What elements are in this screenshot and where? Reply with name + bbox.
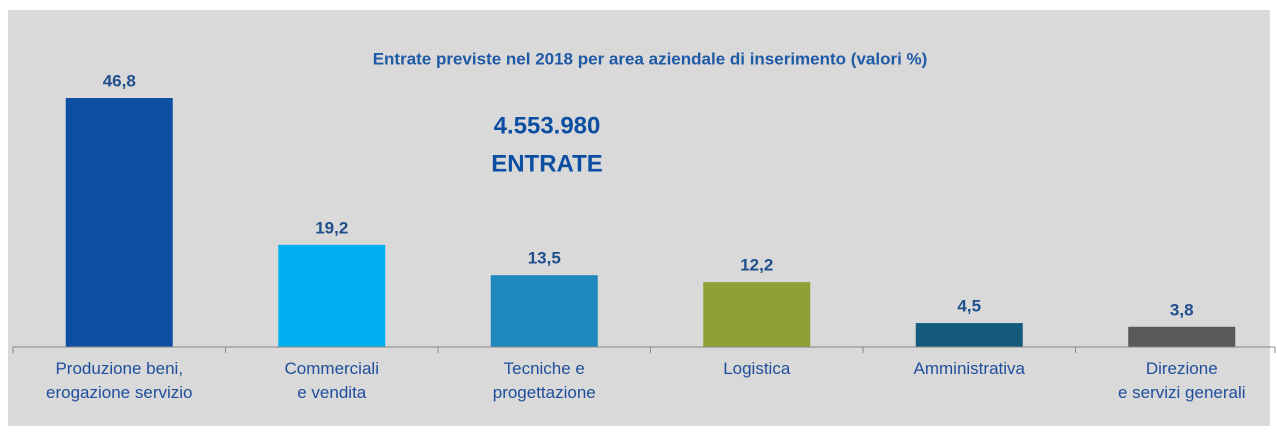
label-line: e servizi generali: [1118, 383, 1246, 402]
value-label: 3,8: [1170, 300, 1194, 319]
x-tick-label: Produzione beni, erogazione servizio: [46, 359, 192, 402]
label-line: progettazione: [493, 383, 596, 402]
bar: [65, 98, 173, 347]
label-line: Direzione: [1146, 359, 1218, 378]
value-label: 12,2: [740, 256, 773, 275]
label-line: Tecniche e: [504, 359, 585, 378]
label-line: Logistica: [723, 359, 791, 378]
value-label: 4,5: [957, 297, 981, 316]
bar: [278, 244, 386, 347]
chart-background: [8, 10, 1270, 426]
value-label: 46,8: [103, 72, 136, 91]
x-tick-label: Amministrativa: [914, 359, 1026, 378]
chart-title: Entrate previste nel 2018 per area azien…: [373, 49, 928, 68]
annotation: 4.553.980: [494, 112, 601, 139]
x-tick-label: Direzione e servizi generali: [1118, 359, 1246, 402]
label-line: erogazione servizio: [46, 383, 192, 402]
x-tick-label: Logistica: [723, 359, 791, 378]
label-line: Amministrativa: [914, 359, 1026, 378]
label-line: Commerciali: [285, 359, 379, 378]
bar: [915, 323, 1023, 347]
x-tick-label: Tecniche e progettazione: [493, 359, 596, 402]
value-label: 13,5: [528, 249, 561, 268]
x-tick-label: Commerciali e vendita: [285, 359, 379, 402]
bar: [1128, 326, 1236, 347]
label-line: e vendita: [297, 383, 367, 402]
annotation: ENTRATE: [491, 150, 603, 177]
bar: [703, 282, 811, 347]
value-label: 19,2: [315, 218, 348, 237]
label-line: Produzione beni,: [55, 359, 183, 378]
bar: [490, 275, 598, 347]
